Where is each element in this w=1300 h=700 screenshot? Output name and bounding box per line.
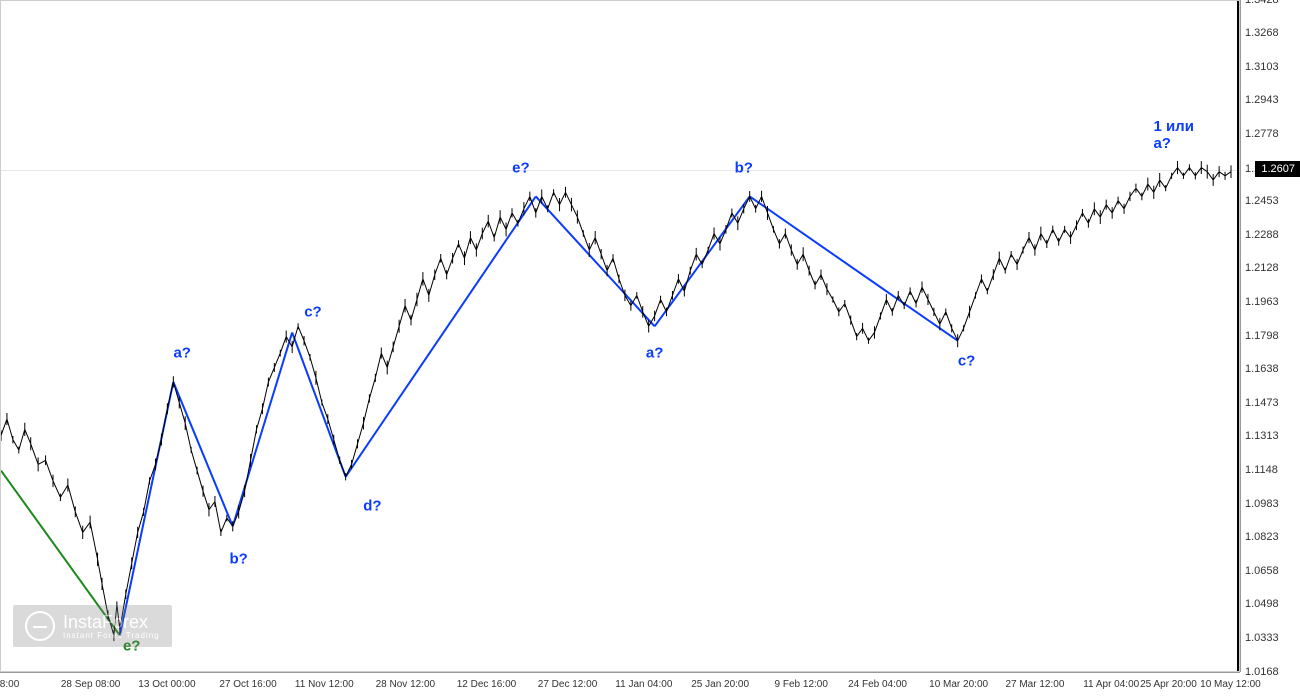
wave-line	[750, 196, 958, 340]
y-tick: 1.2288	[1245, 229, 1279, 241]
current-price-label: 1.2607	[1255, 161, 1300, 177]
wave-label: d?	[363, 497, 381, 514]
wave-line	[173, 382, 232, 526]
wave-label: 1 или а?	[1153, 118, 1210, 152]
wave-label: a?	[646, 345, 664, 362]
y-tick: 1.1313	[1245, 430, 1279, 442]
x-tick: 11 Nov 12:00	[295, 679, 354, 690]
watermark-tagline: Instant Forex Trading	[63, 631, 160, 640]
x-tick: 10 May 12:00	[1200, 679, 1261, 690]
wave-label: c?	[958, 353, 976, 370]
y-tick: 1.1798	[1245, 330, 1279, 342]
x-tick: 13 Oct 00:00	[138, 679, 195, 690]
x-tick: 9 Feb 12:00	[775, 679, 828, 690]
y-tick: 1.1148	[1245, 464, 1278, 476]
y-tick: 1.0983	[1245, 498, 1279, 510]
right-border-line	[1237, 1, 1239, 671]
wave-label: c?	[304, 303, 322, 320]
x-tick: 25 Jan 20:00	[691, 679, 749, 690]
wave-line	[233, 332, 292, 526]
y-tick: 1.0333	[1245, 632, 1279, 644]
y-tick: 1.0658	[1245, 565, 1279, 577]
price-chart: e?a?b?c?d?e?a?b?c?1 или а? InstaForex In…	[0, 0, 1240, 672]
x-tick: 28 Nov 12:00	[376, 679, 436, 690]
x-tick: 27 Mar 12:00	[1005, 679, 1064, 690]
y-axis: 1.3428 1.3268 1.3103 1.2943 1.2778 1.2607 1.24…	[1240, 0, 1300, 672]
y-tick: 1.2778	[1245, 128, 1279, 140]
watermark: InstaForex Instant Forex Trading	[13, 605, 172, 647]
y-tick: 1.2943	[1245, 94, 1279, 106]
watermark-text-wrap: InstaForex Instant Forex Trading	[63, 613, 160, 640]
y-tick: 1.1473	[1245, 397, 1279, 409]
y-tick: 1.3268	[1245, 27, 1279, 39]
x-tick: 24 Feb 04:00	[848, 679, 907, 690]
wave-line	[292, 332, 345, 476]
wave-line	[536, 196, 655, 326]
wave-label: b?	[230, 551, 248, 568]
x-axis: 8:00 28 Sep 08:00 13 Oct 00:00 27 Oct 16:00…	[0, 672, 1240, 700]
wave-label: b?	[735, 159, 753, 176]
y-tick: 1.2453	[1245, 195, 1279, 207]
y-tick: 1.3428	[1245, 0, 1279, 6]
watermark-brand: InstaForex	[63, 613, 160, 631]
wave-line	[346, 196, 536, 476]
y-tick: 1.3103	[1245, 61, 1279, 73]
watermark-icon	[25, 611, 55, 641]
x-tick: 8:00	[0, 679, 19, 690]
chart-svg	[1, 1, 1241, 673]
wave-label: a?	[173, 345, 191, 362]
wave-label: e?	[512, 159, 530, 176]
y-tick: 1.1963	[1245, 296, 1279, 308]
x-tick: 10 Mar 20:00	[929, 679, 988, 690]
x-tick: 11 Apr 04:00	[1083, 679, 1139, 690]
y-tick: 1.2128	[1245, 262, 1279, 274]
x-tick: 11 Jan 04:00	[615, 679, 672, 690]
y-tick: 1.0168	[1245, 666, 1279, 678]
x-tick: 27 Dec 12:00	[538, 679, 598, 690]
x-tick: 28 Sep 08:00	[61, 679, 121, 690]
x-tick: 27 Oct 16:00	[219, 679, 276, 690]
x-tick: 12 Dec 16:00	[457, 679, 517, 690]
x-tick: 25 Apr 20:00	[1140, 679, 1197, 690]
y-tick: 1.1638	[1245, 363, 1279, 375]
y-tick: 1.0498	[1245, 598, 1279, 610]
y-tick: 1.0823	[1245, 531, 1279, 543]
